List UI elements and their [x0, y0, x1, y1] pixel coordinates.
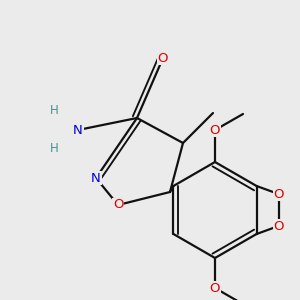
- Text: O: O: [158, 52, 168, 64]
- Text: O: O: [210, 124, 220, 136]
- Text: H: H: [50, 103, 58, 116]
- Text: H: H: [50, 142, 58, 154]
- Text: N: N: [73, 124, 83, 136]
- Text: N: N: [91, 172, 101, 184]
- Text: O: O: [113, 199, 123, 212]
- Text: O: O: [273, 188, 284, 200]
- Text: O: O: [210, 281, 220, 295]
- Text: O: O: [273, 220, 284, 232]
